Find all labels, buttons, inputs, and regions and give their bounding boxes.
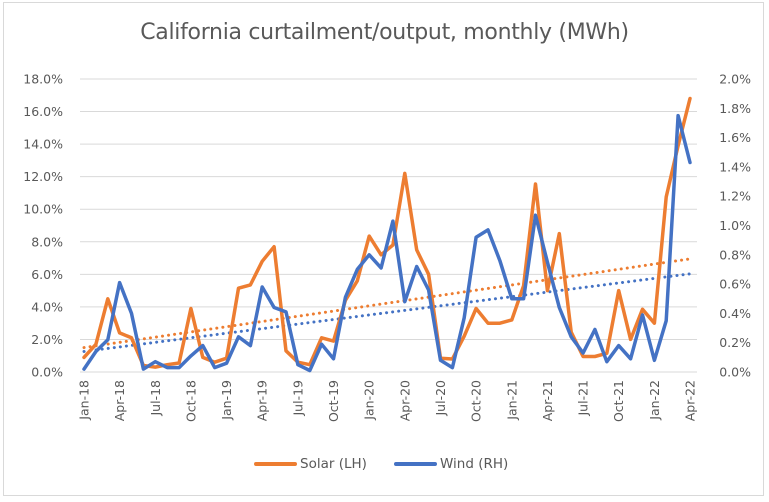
x-axis: Jan-18 Apr-18 Jul-18 Oct-18 Jan-19 Apr-19 Jul-… xyxy=(77,380,698,422)
x-tick-label: Oct-19 xyxy=(326,380,341,422)
y-left-tick-label: 10.0% xyxy=(23,202,63,217)
x-tick-label: Apr-22 xyxy=(683,380,698,421)
solar-series-line xyxy=(82,96,692,369)
legend-item-wind[interactable]: Wind (RH) xyxy=(394,456,508,472)
y-right-tick-label: 0.0% xyxy=(719,365,751,380)
y-right-tick-label: 0.4% xyxy=(719,306,751,321)
y-left-tick-label: 8.0% xyxy=(31,234,63,249)
legend-item-solar[interactable]: Solar (LH) xyxy=(254,456,367,472)
y-right-tick-label: 1.2% xyxy=(719,189,751,204)
solar-trendline xyxy=(82,257,692,350)
y-left-tick-label: 4.0% xyxy=(31,299,63,314)
chart-title: California curtailment/output, monthly (… xyxy=(140,20,629,45)
x-tick-label: Jan-21 xyxy=(504,380,519,421)
x-tick-label: Jan-18 xyxy=(77,380,92,421)
x-tick-label: Jul-20 xyxy=(433,380,448,417)
y-axis-right: 0.0% 0.2% 0.4% 0.6% 0.8% 1.0% 1.2% 1.4% 1.6% 1.8%… xyxy=(719,72,751,380)
x-tick-label: Oct-21 xyxy=(611,380,626,422)
y-left-tick-label: 16.0% xyxy=(23,104,63,119)
legend-swatch-wind xyxy=(394,462,437,466)
x-tick-label: Jul-19 xyxy=(290,380,305,417)
y-left-tick-label: 14.0% xyxy=(23,137,63,152)
chart-frame xyxy=(3,2,764,496)
series-lines xyxy=(82,96,692,373)
y-right-tick-label: 0.6% xyxy=(719,277,751,292)
x-tick-label: Apr-18 xyxy=(112,380,127,421)
y-left-tick-label: 2.0% xyxy=(31,332,63,347)
x-tick-label: Jan-19 xyxy=(219,380,234,421)
x-tick-label: Jan-22 xyxy=(647,380,662,421)
legend: Solar (LH) Wind (RH) xyxy=(0,456,769,476)
x-tick-label: Oct-20 xyxy=(469,380,484,422)
y-axis-left: 0.0% 2.0% 4.0% 6.0% 8.0% 10.0% 12.0% 14.0% 16.0%… xyxy=(23,72,63,380)
y-left-tick-label: 18.0% xyxy=(23,72,63,87)
gridlines xyxy=(80,78,697,373)
y-right-tick-label: 0.2% xyxy=(719,335,751,350)
wind-series-line xyxy=(82,113,692,373)
legend-label-solar: Solar (LH) xyxy=(300,456,367,472)
legend-label-wind: Wind (RH) xyxy=(440,456,509,472)
x-tick-label: Apr-19 xyxy=(255,380,270,421)
y-right-tick-label: 1.8% xyxy=(719,101,751,116)
y-right-tick-label: 1.0% xyxy=(719,218,751,233)
wind-trendline xyxy=(82,272,692,353)
x-tick-label: Jul-18 xyxy=(148,380,163,417)
y-right-tick-label: 0.8% xyxy=(719,247,751,262)
trendlines xyxy=(82,257,692,353)
x-tick-label: Apr-20 xyxy=(397,380,412,421)
x-tick-label: Jul-21 xyxy=(576,380,591,417)
y-left-tick-label: 0.0% xyxy=(31,365,63,380)
legend-swatch-solar xyxy=(254,462,297,466)
y-left-tick-label: 6.0% xyxy=(31,267,63,282)
y-right-tick-label: 1.4% xyxy=(719,159,751,174)
y-right-tick-label: 2.0% xyxy=(719,72,751,87)
y-right-tick-label: 1.6% xyxy=(719,130,751,145)
x-tick-label: Apr-21 xyxy=(540,380,555,421)
y-left-tick-label: 12.0% xyxy=(23,169,63,184)
x-tick-label: Oct-18 xyxy=(183,380,198,422)
x-tick-label: Jan-20 xyxy=(362,380,377,421)
